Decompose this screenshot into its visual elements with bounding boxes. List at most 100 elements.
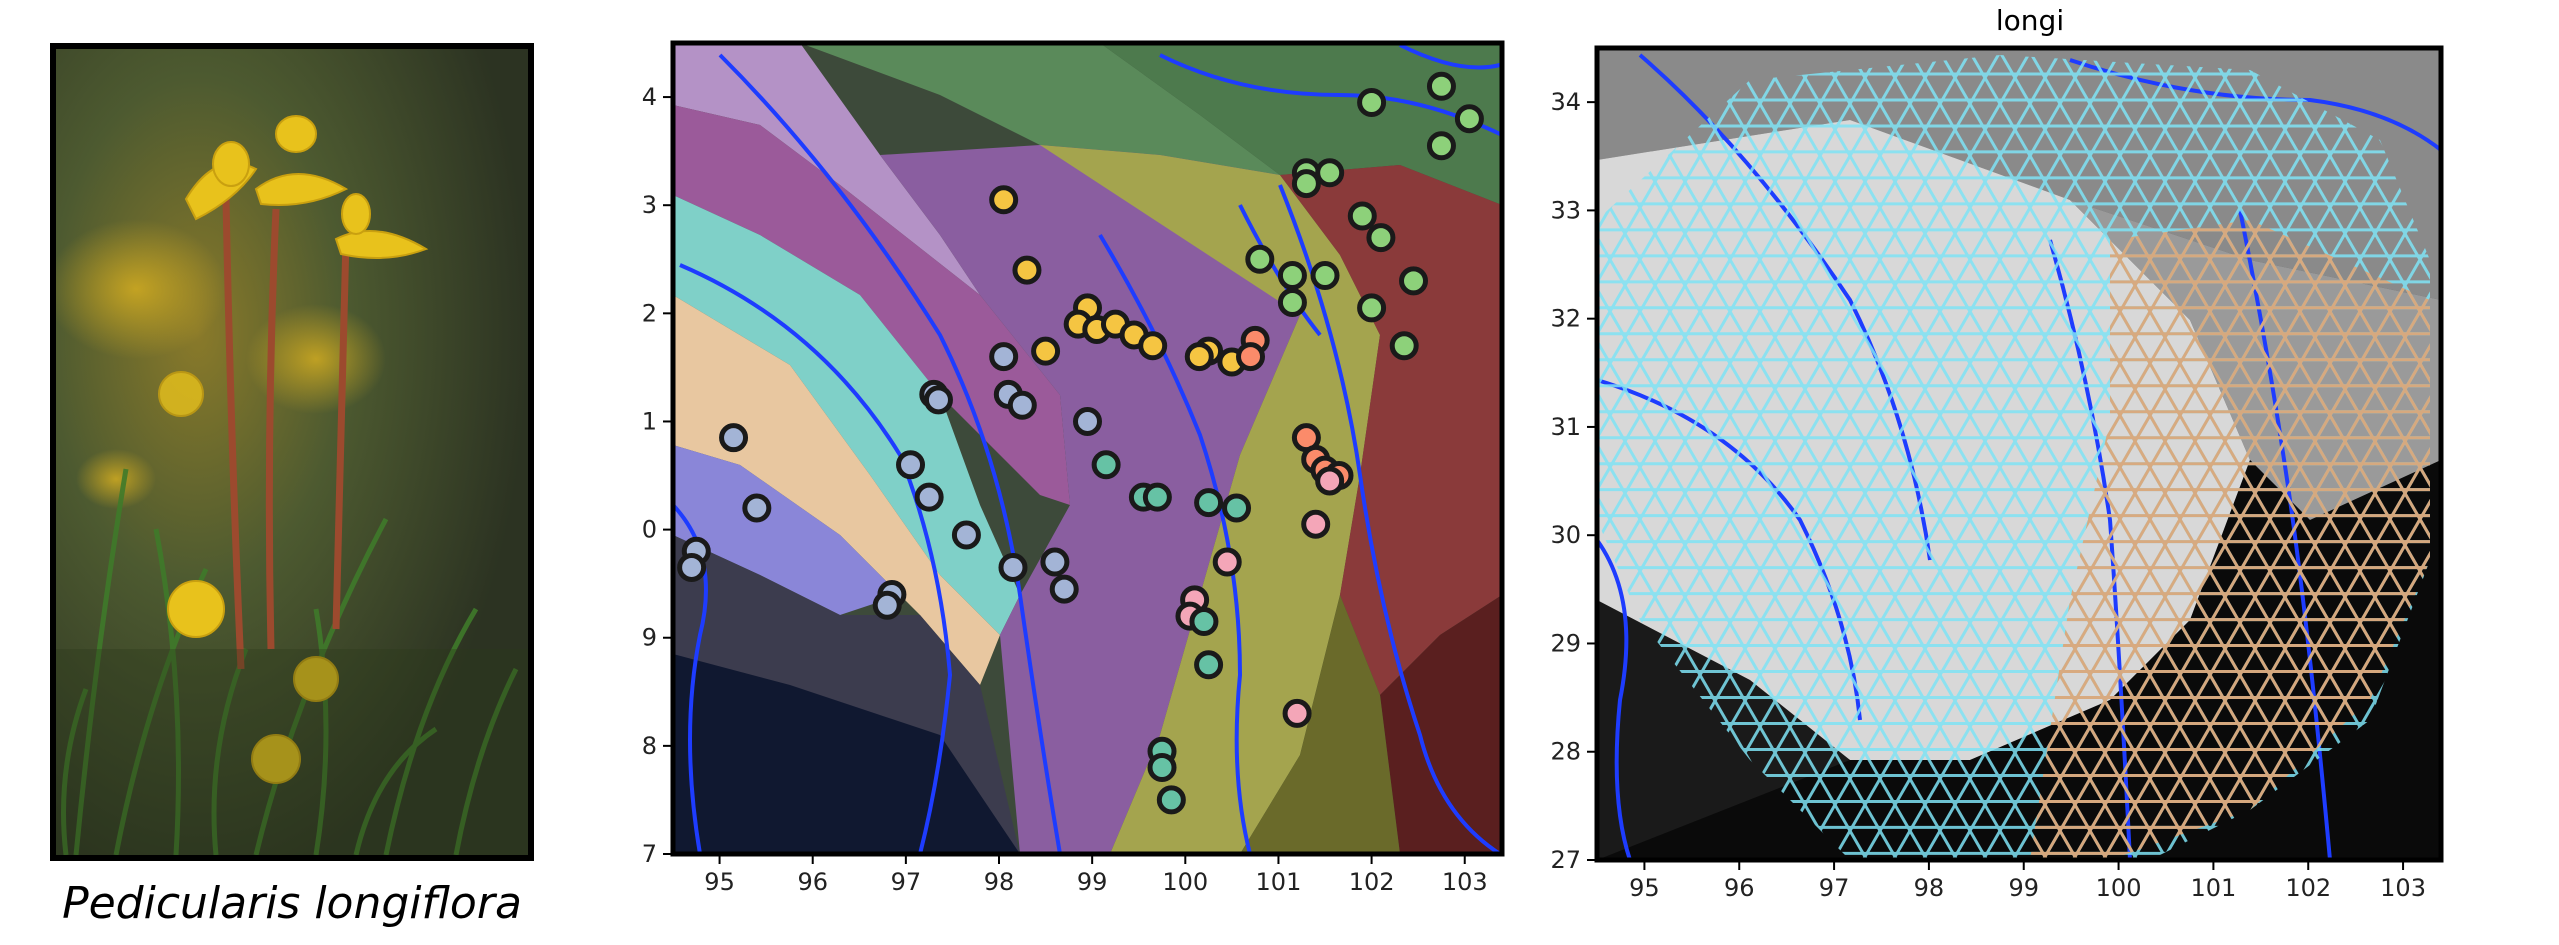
occurrence-point xyxy=(1282,698,1312,728)
occurrence-point xyxy=(1301,509,1331,539)
grid-line xyxy=(2238,55,2430,860)
occurrence-point xyxy=(1310,260,1340,290)
grid-line-orange xyxy=(2470,0,2550,900)
occurrence-point xyxy=(951,520,981,550)
grid-map-y-tick-label: 29 xyxy=(1550,629,1581,657)
grid-line-orange xyxy=(2118,220,2430,860)
grid-line-orange xyxy=(2138,220,2430,860)
grid-line xyxy=(1597,55,1882,860)
grid-line-orange xyxy=(2030,220,2422,860)
grid-line-orange xyxy=(2030,220,2392,860)
occurrence-point xyxy=(1236,342,1266,372)
occurrence-point xyxy=(1073,406,1102,436)
occurrence-point xyxy=(1277,260,1307,290)
grid-map-y-axis: 34 33 32 31 30 29 28 27 xyxy=(1550,88,1595,874)
occurrence-point xyxy=(1194,488,1224,518)
grid-line-orange xyxy=(2510,0,2550,900)
grid-line xyxy=(1597,55,1892,860)
grid-line xyxy=(2228,55,2430,860)
grid-map-y-tick-label: 30 xyxy=(1550,521,1581,549)
grid-line-orange xyxy=(2030,220,2222,860)
occurrence-map-y-tick-label: 31 xyxy=(640,407,657,435)
grid-map-x-tick-label: 98 xyxy=(1914,874,1945,902)
occurrence-point xyxy=(1031,336,1061,366)
grid-map-y-tick-label: 28 xyxy=(1550,738,1581,766)
occurrence-map-x-tick-label: 98 xyxy=(984,868,1015,896)
grid-line xyxy=(2208,55,2430,860)
occurrence-point xyxy=(1399,266,1429,296)
occurrence-point xyxy=(1049,574,1079,604)
grid-line xyxy=(1597,55,1952,860)
grid-map-title: longi xyxy=(1996,4,2064,37)
occurrence-points xyxy=(677,71,1484,815)
occurrence-point xyxy=(1315,466,1345,496)
grid-map-x-tick-label: 103 xyxy=(2380,874,2426,902)
grid-line xyxy=(1748,55,2272,860)
grid-map-x-tick-label: 95 xyxy=(1629,874,1660,902)
grid-line xyxy=(1597,55,1822,860)
occurrence-map-y-tick-label: 30 xyxy=(640,516,657,544)
grid-line xyxy=(1597,55,1862,860)
grid-line-orange xyxy=(2530,0,2550,900)
grid-line-orange xyxy=(2048,220,2430,860)
flower-photo-image xyxy=(56,49,528,855)
occurrence-point xyxy=(1138,331,1168,361)
occurrence-point xyxy=(1040,547,1070,577)
grid-line xyxy=(2178,55,2430,860)
occurrence-map-x-tick-label: 102 xyxy=(1349,868,1395,896)
grid-line xyxy=(1597,55,1912,860)
occurrence-point xyxy=(1184,342,1214,372)
grid-line-orange xyxy=(2030,220,2430,860)
grid-line xyxy=(2470,0,2550,900)
grid-map-x-tick-label: 102 xyxy=(2285,874,2331,902)
occurrence-point xyxy=(677,552,707,582)
occurrence-point xyxy=(1222,493,1252,523)
occurrence-map-y-tick-label: 28 xyxy=(640,732,657,760)
grid-line xyxy=(1597,55,1852,860)
grid-line xyxy=(2450,0,2550,900)
occurrence-map-x-tick-label: 97 xyxy=(891,868,922,896)
grid-line xyxy=(1778,55,2302,860)
grid-line xyxy=(1608,55,2132,860)
occurrence-map-x-axis: 95 96 97 98 99 100 101 102 103 xyxy=(704,856,1488,896)
occurrence-map-frame xyxy=(670,40,1505,857)
occurrence-point xyxy=(1426,71,1456,101)
occurrence-point xyxy=(1347,201,1377,231)
grid-line-orange xyxy=(2500,0,2550,900)
grid-line-orange xyxy=(2030,220,2192,860)
occurrence-point xyxy=(719,423,749,453)
occurrence-point xyxy=(1357,293,1387,323)
occurrence-point xyxy=(1357,87,1387,117)
occurrence-point xyxy=(1454,104,1484,134)
grid-line-orange xyxy=(2148,220,2430,860)
grid-line-orange xyxy=(2168,220,2430,860)
grid-map-x-tick-label: 96 xyxy=(1724,874,1755,902)
grid-line xyxy=(1597,55,1942,860)
occurrence-point xyxy=(1147,752,1177,782)
grid-line xyxy=(1597,55,1792,860)
grid-line-orange xyxy=(2030,220,2430,860)
occurrence-point xyxy=(989,342,1019,372)
occurrence-map-x-tick-label: 100 xyxy=(1162,868,1208,896)
grid-map-frame xyxy=(1594,45,2444,863)
occurrence-map-terrain xyxy=(673,43,1502,854)
occurrence-map-y-tick-label: 29 xyxy=(640,624,657,652)
grid-map-y-tick-label: 34 xyxy=(1550,88,1581,116)
grid-line xyxy=(1597,55,1982,860)
occurrence-point xyxy=(998,552,1028,582)
occurrence-point xyxy=(923,385,953,415)
occurrence-map-y-tick-label: 33 xyxy=(640,191,657,219)
occurrence-map-x-tick-label: 103 xyxy=(1442,868,1488,896)
occurrence-map: 95 96 97 98 99 100 101 102 103 34 33 32 31 30 29 28 27 xyxy=(640,40,1505,896)
grid-line-orange xyxy=(2540,0,2550,900)
grid-line-orange xyxy=(2030,220,2430,860)
grid-line-orange xyxy=(2030,220,2430,860)
occurrence-point xyxy=(1245,244,1275,274)
occurrence-point xyxy=(872,590,902,620)
grid-map-y-tick-label: 31 xyxy=(1550,413,1581,441)
grid-line xyxy=(1688,55,2212,860)
grid-line xyxy=(2500,0,2550,900)
occurrence-map-x-tick-label: 99 xyxy=(1077,868,1108,896)
grid-map-x-tick-label: 100 xyxy=(2096,874,2142,902)
grid-line xyxy=(2510,0,2550,900)
